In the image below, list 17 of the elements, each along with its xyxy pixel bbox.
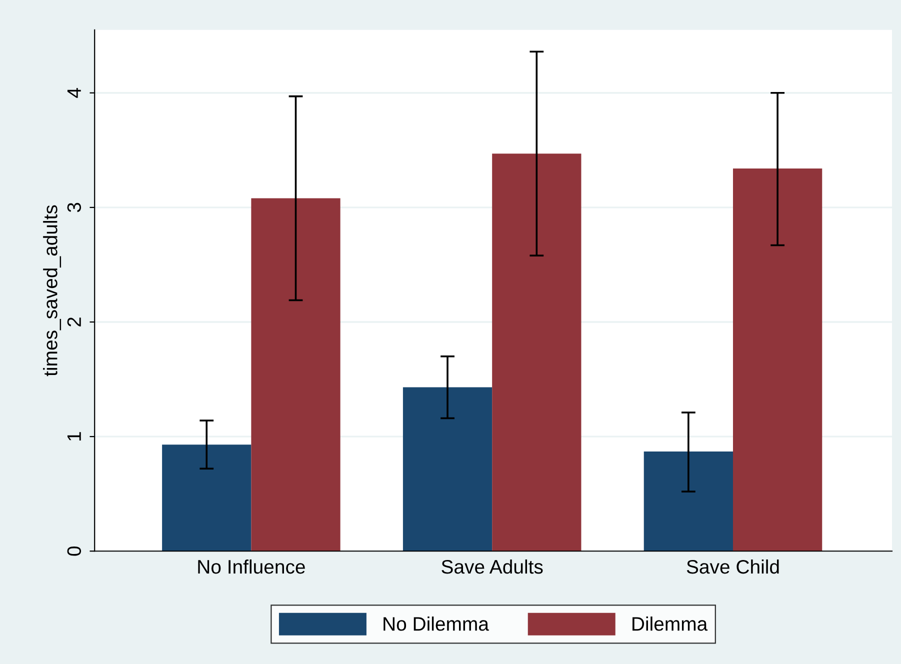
y-tick-label: 2 [67,318,81,326]
y-tick-label: 3 [67,202,82,212]
bar [492,154,582,552]
bar [162,444,252,552]
legend-label: Dilemma [632,616,708,631]
legend-label: No Dilemma [384,616,489,631]
bar [402,387,492,552]
y-axis-title: times_saved_adults [43,205,62,376]
bar [644,451,733,552]
y-tick-label: 0 [67,546,82,556]
x-tick-label: Save Child [686,559,779,574]
x-tick-label: No Influence [198,559,305,574]
bar [732,168,822,552]
x-tick-label: Save Adults [442,559,543,574]
bar [251,198,340,552]
y-tick-label: 1 [67,432,81,440]
y-tick-label: 4 [67,88,81,98]
